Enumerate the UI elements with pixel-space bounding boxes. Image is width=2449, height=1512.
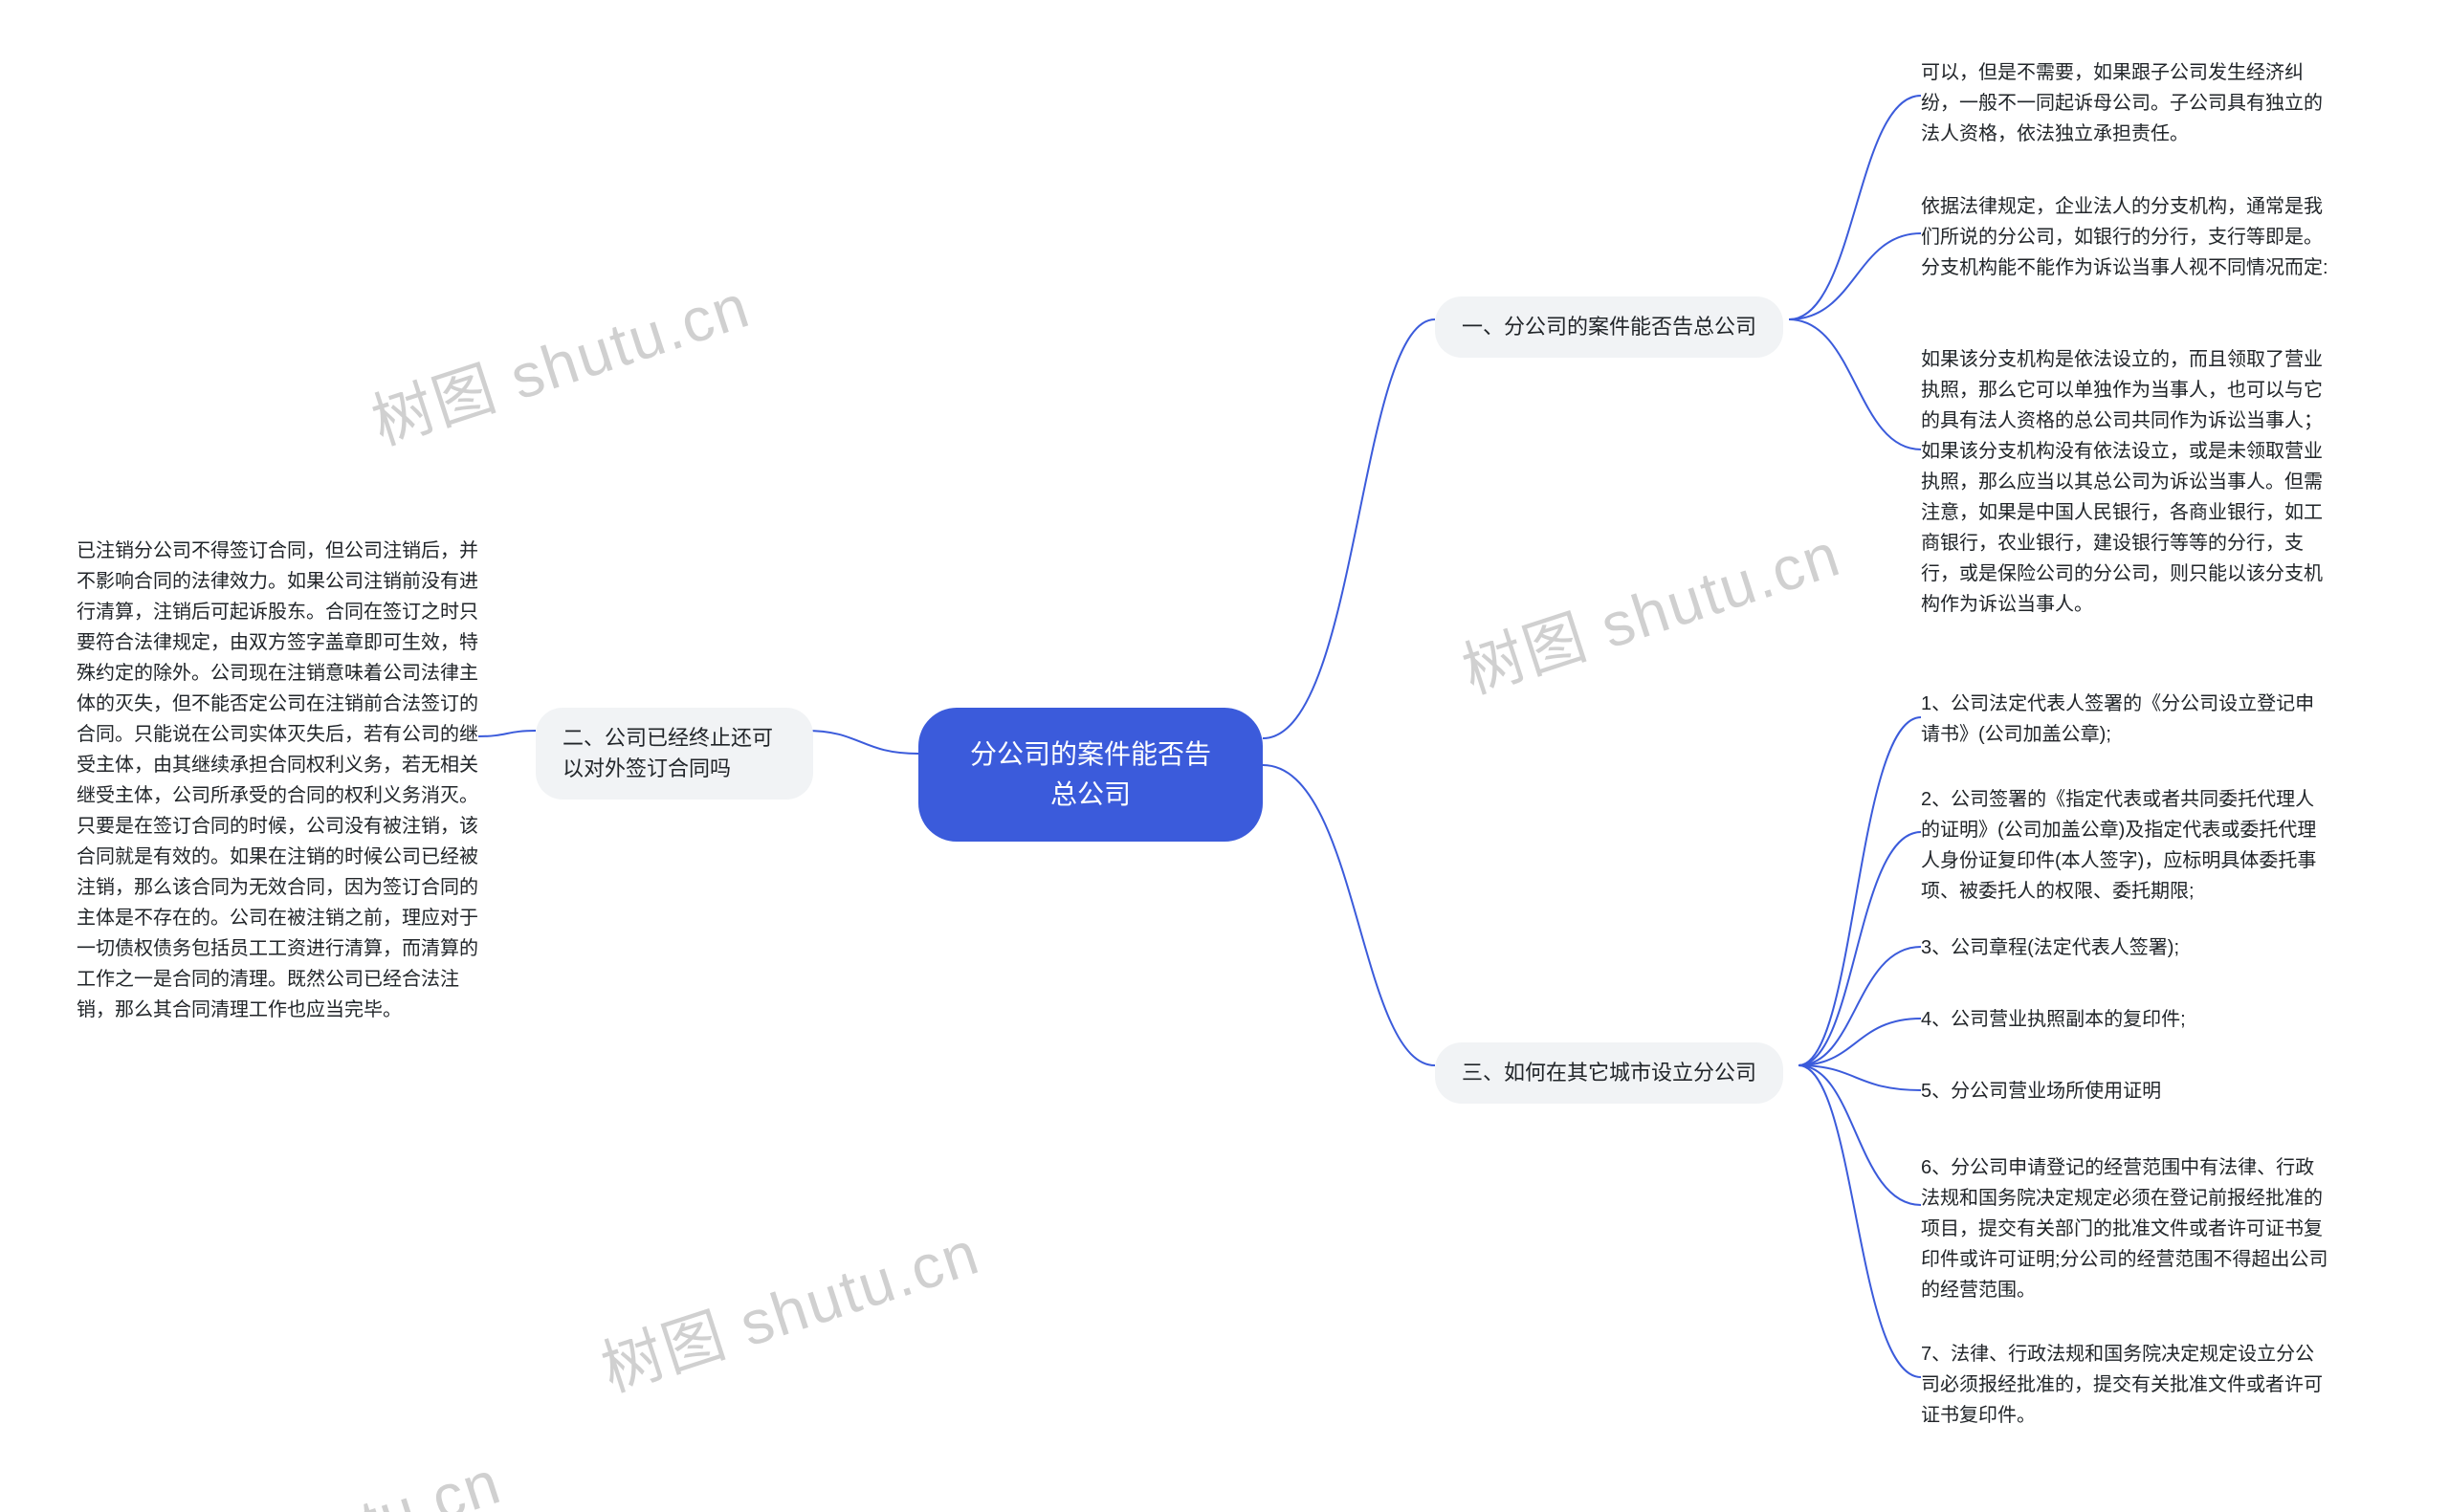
leaf-node[interactable]: 3、公司章程(法定代表人签署); <box>1921 932 2179 963</box>
branch-node-3[interactable]: 三、如何在其它城市设立分公司 <box>1435 1042 1783 1104</box>
watermark: 树图 shutu.cn <box>360 257 760 462</box>
branch-label: 三、如何在其它城市设立分公司 <box>1462 1061 1756 1085</box>
mindmap-canvas: 树图 shutu.cn 树图 shutu.cn 树图 shutu.cn 树图 s… <box>0 0 2449 1512</box>
branch-node-1[interactable]: 一、分公司的案件能否告总公司 <box>1435 296 1783 358</box>
leaf-text: 3、公司章程(法定代表人签署); <box>1921 937 2179 958</box>
leaf-text: 6、分公司申请登记的经营范围中有法律、行政法规和国务院决定规定必须在登记前报经批… <box>1921 1157 2328 1301</box>
leaf-text: 可以，但是不需要，如果跟子公司发生经济纠纷，一般不一同起诉母公司。子公司具有独立… <box>1921 62 2323 144</box>
watermark: 树图 shutu.cn <box>111 1434 511 1512</box>
leaf-node[interactable]: 已注销分公司不得签订合同，但公司注销后，并不影响合同的法律效力。如果公司注销前没… <box>77 536 478 1025</box>
leaf-text: 1、公司法定代表人签署的《分公司设立登记申请书》(公司加盖公章); <box>1921 693 2314 745</box>
leaf-text: 已注销分公司不得签订合同，但公司注销后，并不影响合同的法律效力。如果公司注销前没… <box>77 540 478 1020</box>
leaf-node[interactable]: 可以，但是不需要，如果跟子公司发生经济纠纷，一般不一同起诉母公司。子公司具有独立… <box>1921 57 2332 149</box>
branch-node-2[interactable]: 二、公司已经终止还可以对外签订合同吗 <box>536 708 813 800</box>
center-node[interactable]: 分公司的案件能否告总公司 <box>918 708 1263 842</box>
leaf-text: 4、公司营业执照副本的复印件; <box>1921 1009 2186 1030</box>
leaf-node[interactable]: 2、公司签署的《指定代表或者共同委托代理人的证明》(公司加盖公章)及指定代表或委… <box>1921 784 2332 907</box>
leaf-node[interactable]: 7、法律、行政法规和国务院决定规定设立分公司必须报经批准的，提交有关批准文件或者… <box>1921 1339 2332 1431</box>
leaf-text: 依据法律规定，企业法人的分支机构，通常是我们所说的分公司，如银行的分行，支行等即… <box>1921 196 2328 278</box>
watermark: 树图 shutu.cn <box>1450 506 1850 711</box>
leaf-node[interactable]: 4、公司营业执照副本的复印件; <box>1921 1004 2186 1035</box>
branch-label: 二、公司已经终止还可以对外签订合同吗 <box>563 726 773 780</box>
branch-label: 一、分公司的案件能否告总公司 <box>1462 315 1756 339</box>
leaf-node[interactable]: 5、分公司营业场所使用证明 <box>1921 1076 2161 1107</box>
leaf-text: 5、分公司营业场所使用证明 <box>1921 1081 2161 1102</box>
leaf-text: 7、法律、行政法规和国务院决定规定设立分公司必须报经批准的，提交有关批准文件或者… <box>1921 1344 2323 1426</box>
leaf-node[interactable]: 依据法律规定，企业法人的分支机构，通常是我们所说的分公司，如银行的分行，支行等即… <box>1921 191 2332 283</box>
leaf-text: 如果该分支机构是依法设立的，而且领取了营业执照，那么它可以单独作为当事人，也可以… <box>1921 349 2323 615</box>
center-title: 分公司的案件能否告总公司 <box>970 739 1211 809</box>
leaf-node[interactable]: 1、公司法定代表人签署的《分公司设立登记申请书》(公司加盖公章); <box>1921 689 2332 750</box>
watermark: 树图 shutu.cn <box>589 1204 989 1409</box>
leaf-node[interactable]: 6、分公司申请登记的经营范围中有法律、行政法规和国务院决定规定必须在登记前报经批… <box>1921 1152 2332 1305</box>
leaf-text: 2、公司签署的《指定代表或者共同委托代理人的证明》(公司加盖公章)及指定代表或委… <box>1921 789 2316 902</box>
leaf-node[interactable]: 如果该分支机构是依法设立的，而且领取了营业执照，那么它可以单独作为当事人，也可以… <box>1921 344 2332 620</box>
